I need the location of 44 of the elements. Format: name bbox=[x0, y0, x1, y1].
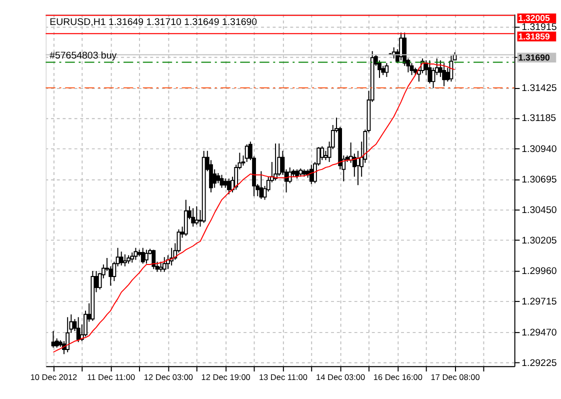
y-tick-label: 1.30940 bbox=[522, 144, 558, 155]
candlestick bbox=[152, 249, 156, 270]
ref-line-label: 1.31859 bbox=[518, 31, 550, 42]
y-tick-label: 1.31915 bbox=[522, 22, 557, 34]
candlestick bbox=[119, 251, 124, 266]
candlestick bbox=[140, 247, 145, 264]
y-tick-label: 1.29225 bbox=[522, 358, 557, 369]
candlestick bbox=[51, 330, 56, 348]
candlestick bbox=[324, 150, 328, 161]
candlestick bbox=[184, 199, 188, 236]
candlestick bbox=[428, 60, 432, 84]
candlestick bbox=[410, 62, 414, 76]
chart-title: EURUSD,H1 1.31649 1.31710 1.31649 1.31690 bbox=[50, 16, 258, 28]
ref-line-label: 1.31690 bbox=[518, 52, 550, 63]
candlestick bbox=[259, 170, 264, 200]
y-tick-label: 1.30205 bbox=[522, 236, 557, 247]
candlestick bbox=[295, 168, 299, 180]
candlestick bbox=[158, 261, 163, 272]
candlestick bbox=[66, 316, 70, 353]
y-tick-label: 1.29960 bbox=[522, 266, 558, 278]
y-tick-label: 1.31185 bbox=[522, 113, 556, 124]
y-tick-label: 1.29715 bbox=[522, 296, 557, 308]
candlestick bbox=[130, 252, 134, 264]
candlestick bbox=[162, 256, 166, 272]
candlestick bbox=[144, 249, 148, 264]
y-tick-label: 1.30450 bbox=[522, 204, 558, 216]
ref-line-label: 1.32005 bbox=[518, 13, 550, 24]
candlestick bbox=[123, 254, 127, 267]
y-tick-label: 1.30695 bbox=[522, 174, 557, 186]
candlestick bbox=[223, 178, 228, 188]
y-tick-label: 1.31425 bbox=[522, 83, 557, 94]
y-tick-label: 1.29470 bbox=[522, 327, 558, 338]
candlestick bbox=[76, 316, 80, 343]
ref-line-label: #57654803 buy bbox=[50, 50, 117, 62]
candlestick bbox=[320, 146, 324, 161]
candlestick bbox=[134, 247, 138, 260]
candlestick bbox=[220, 174, 224, 188]
candlestick bbox=[288, 166, 292, 184]
candlestick bbox=[442, 62, 446, 87]
candlestick bbox=[384, 62, 389, 78]
candlestick bbox=[194, 206, 199, 226]
candlestick bbox=[216, 172, 220, 184]
candlestick bbox=[277, 143, 282, 176]
candlestick bbox=[191, 208, 196, 228]
